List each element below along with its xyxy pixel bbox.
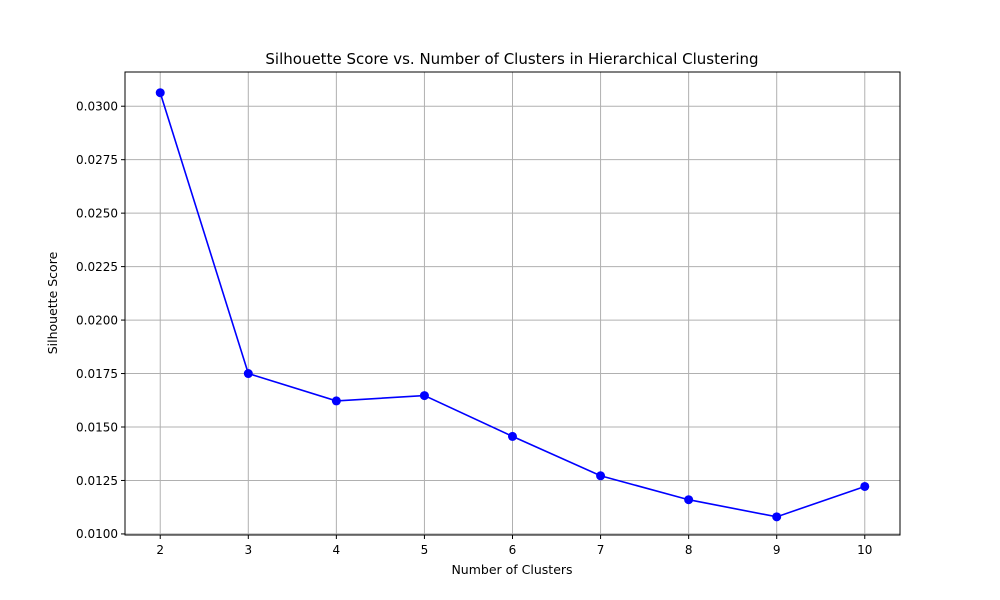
- y-tick-label: 0.0200: [76, 313, 118, 327]
- y-axis-label: Silhouette Score: [45, 251, 60, 354]
- y-axis-ticks: 0.0100 0.0125 0.0150 0.0175 0.0200 0.0225 0.02…: [76, 100, 125, 541]
- data-point: [155, 88, 165, 98]
- x-tick-label: 3: [244, 543, 252, 557]
- x-axis-ticks: 2 3 4 5 6 7 8 9 10: [156, 535, 872, 557]
- x-tick-label: 5: [421, 543, 429, 557]
- y-tick-label: 0.0150: [76, 420, 118, 434]
- x-tick-label: 2: [156, 543, 164, 557]
- data-point: [684, 495, 694, 505]
- data-point: [596, 471, 606, 481]
- data-point: [772, 512, 782, 522]
- y-tick-label: 0.0225: [76, 260, 118, 274]
- x-tick-label: 10: [857, 543, 872, 557]
- data-point: [508, 431, 517, 441]
- x-tick-label: 4: [333, 543, 341, 557]
- grid-lines: [125, 72, 900, 535]
- x-tick-label: 8: [685, 543, 693, 557]
- x-axis-label: Number of Clusters: [451, 562, 572, 577]
- x-tick-label: 7: [597, 543, 605, 557]
- y-tick-label: 0.0100: [76, 527, 118, 541]
- data-point: [243, 369, 253, 379]
- y-tick-label: 0.0275: [76, 153, 118, 167]
- series-markers: [155, 88, 870, 522]
- x-tick-label: 9: [773, 543, 781, 557]
- chart-title: Silhouette Score vs. Number of Clusters …: [265, 50, 758, 68]
- y-tick-label: 0.0250: [76, 206, 118, 220]
- x-tick-label: 6: [509, 543, 517, 557]
- data-point: [331, 396, 341, 406]
- y-tick-label: 0.0175: [76, 367, 118, 381]
- data-point: [860, 481, 870, 491]
- y-tick-label: 0.0300: [76, 100, 118, 114]
- y-tick-label: 0.0125: [76, 474, 118, 488]
- data-point: [419, 391, 429, 401]
